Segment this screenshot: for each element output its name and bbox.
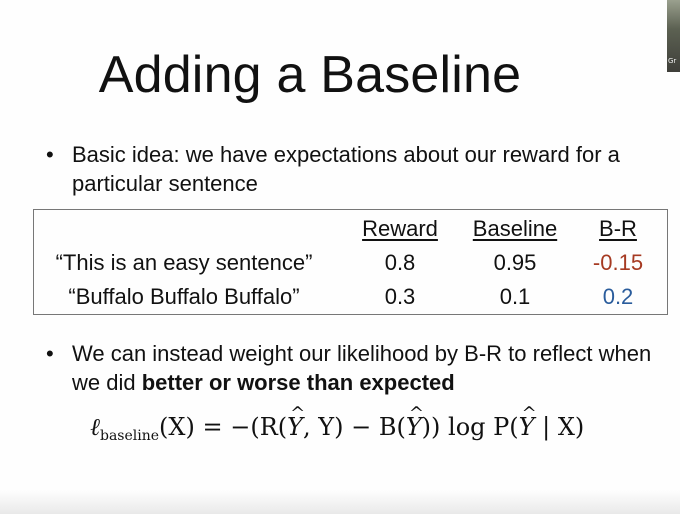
formula-part-4: | X) xyxy=(534,413,585,441)
formula-part-1: (X) = −(R( xyxy=(159,413,288,441)
formula-y: Y xyxy=(287,413,303,441)
bullet-dot-icon: • xyxy=(46,341,54,366)
table-row-label: “This is an easy sentence” xyxy=(55,250,313,275)
slide-title: Adding a Baseline xyxy=(98,46,522,104)
table-header-reward: Reward xyxy=(362,216,438,241)
formula-hat: ^ xyxy=(408,403,424,424)
table-row-br: 0.2 xyxy=(602,284,634,309)
table-row-br: -0.15 xyxy=(592,250,644,275)
table-row-baseline: 0.1 xyxy=(499,284,531,309)
bullet-dot-icon: • xyxy=(46,142,54,167)
table-row-reward: 0.3 xyxy=(384,284,416,309)
formula-y-hat: ^ Y xyxy=(287,403,305,444)
reward-table: Reward Baseline B-R “This is an easy sen… xyxy=(33,209,668,315)
formula-ell: ℓ xyxy=(90,413,100,441)
formula-hat: ^ xyxy=(290,403,306,424)
bullet-text: We can instead weight our likelihood by … xyxy=(72,339,662,397)
formula-part-2: , Y) − B( xyxy=(302,413,406,441)
table-row-label: “Buffalo Buffalo Buffalo” xyxy=(68,284,300,309)
bullet-text: Basic idea: we have expectations about o… xyxy=(72,142,620,196)
bottom-shadow xyxy=(0,490,680,514)
formula-y-hat: ^ Y xyxy=(405,403,424,444)
bullet-text-bold: better or worse than expected xyxy=(141,370,455,395)
formula-subscript: baseline xyxy=(100,428,160,444)
formula-y: Y xyxy=(518,413,535,441)
formula-y-hat: ^ Y xyxy=(518,403,537,444)
table-header-baseline: Baseline xyxy=(472,216,558,241)
webcam-name-tag: Gr xyxy=(668,57,677,65)
table-row-reward: 0.8 xyxy=(384,250,416,275)
formula-part-3: )) log P( xyxy=(421,413,519,441)
formula-y: Y xyxy=(405,413,422,441)
formula-hat: ^ xyxy=(521,403,537,424)
webcam-thumbnail[interactable]: Gr xyxy=(667,0,680,72)
table-row-baseline: 0.95 xyxy=(493,250,537,275)
baseline-loss-formula: ℓbaseline(X) = −(R(^ Y, Y) − B(^ Y)) log P… xyxy=(90,403,610,444)
bullet-text-plain: We can instead weight our likelihood by … xyxy=(72,341,652,395)
table-header-br: B-R xyxy=(599,216,637,241)
